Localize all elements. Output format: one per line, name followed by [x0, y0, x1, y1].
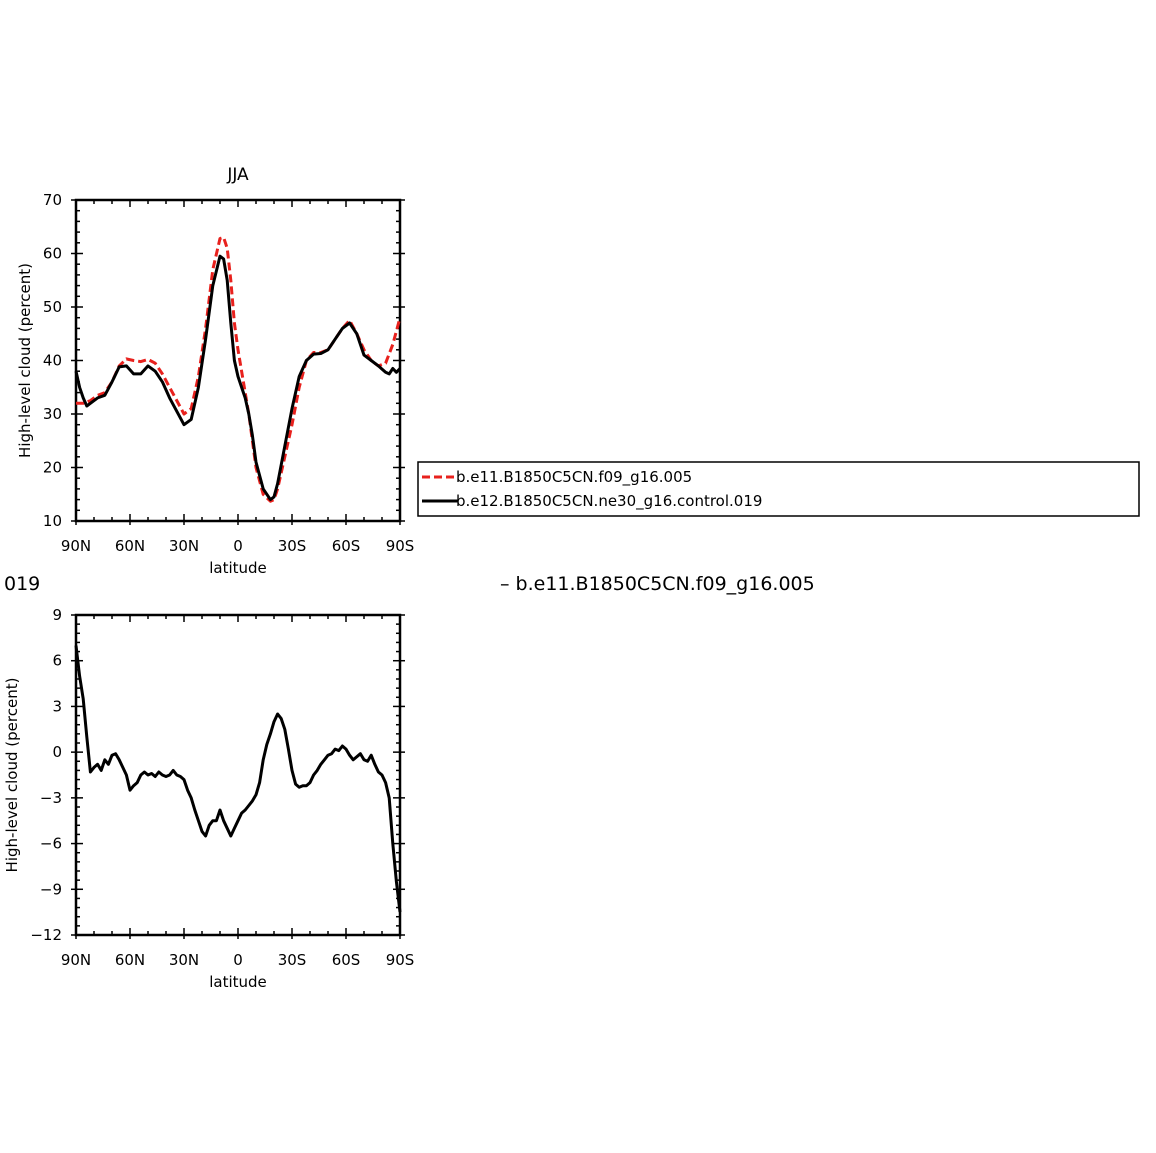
- x-axis-label: latitude: [209, 973, 267, 991]
- y-tick-label: 3: [52, 697, 62, 715]
- x-tick-label: 90S: [386, 537, 415, 555]
- y-tick-label: 30: [43, 405, 62, 423]
- x-tick-label: 60S: [332, 537, 361, 555]
- x-tick-label: 90N: [61, 951, 91, 969]
- y-axis-label: High-level cloud (percent): [16, 263, 34, 458]
- y-tick-label: 50: [43, 298, 62, 316]
- chart-title-fragment-right: – b.e11.B1850C5CN.f09_g16.005: [500, 573, 815, 595]
- y-axis-label: High-level cloud (percent): [3, 678, 21, 873]
- y-tick-label: 40: [43, 352, 62, 370]
- legend-label: b.e11.B1850C5CN.f09_g16.005: [456, 468, 692, 487]
- chart-title: JJA: [226, 165, 249, 185]
- y-tick-label: 60: [43, 245, 62, 263]
- x-tick-label: 0: [233, 537, 243, 555]
- y-tick-label: −6: [40, 835, 62, 853]
- series-line-1-2: [74, 254, 402, 502]
- series-line-1-1: [76, 235, 402, 503]
- plot-frame-2: [74, 613, 402, 937]
- x-tick-label: 30S: [278, 951, 307, 969]
- x-axis-label: latitude: [209, 559, 267, 577]
- y-tick-label: 9: [52, 606, 62, 624]
- x-tick-label: 60N: [115, 537, 145, 555]
- x-tick-label: 30S: [278, 537, 307, 555]
- x-tick-label: 30N: [169, 537, 199, 555]
- plot-frame-1: [74, 198, 402, 523]
- y-tick-label: −12: [30, 926, 62, 944]
- y-tick-label: −9: [40, 880, 62, 898]
- legend-box: [417, 461, 1140, 517]
- legend-label: b.e12.B1850C5CN.ne30_g16.control.019: [456, 492, 762, 511]
- y-tick-label: 20: [43, 459, 62, 477]
- y-tick-label: 6: [52, 652, 62, 670]
- x-tick-label: 90S: [386, 951, 415, 969]
- x-tick-label: 60N: [115, 951, 145, 969]
- y-tick-label: 70: [43, 191, 62, 209]
- y-tick-label: 0: [52, 743, 62, 761]
- chart-title-fragment-left: 019: [4, 573, 40, 595]
- x-tick-label: 90N: [61, 537, 91, 555]
- y-tick-label: −3: [40, 789, 62, 807]
- x-tick-label: 0: [233, 951, 243, 969]
- x-tick-label: 30N: [169, 951, 199, 969]
- y-tick-label: 10: [43, 512, 62, 530]
- series-line-2-1: [74, 645, 402, 913]
- x-tick-label: 60S: [332, 951, 361, 969]
